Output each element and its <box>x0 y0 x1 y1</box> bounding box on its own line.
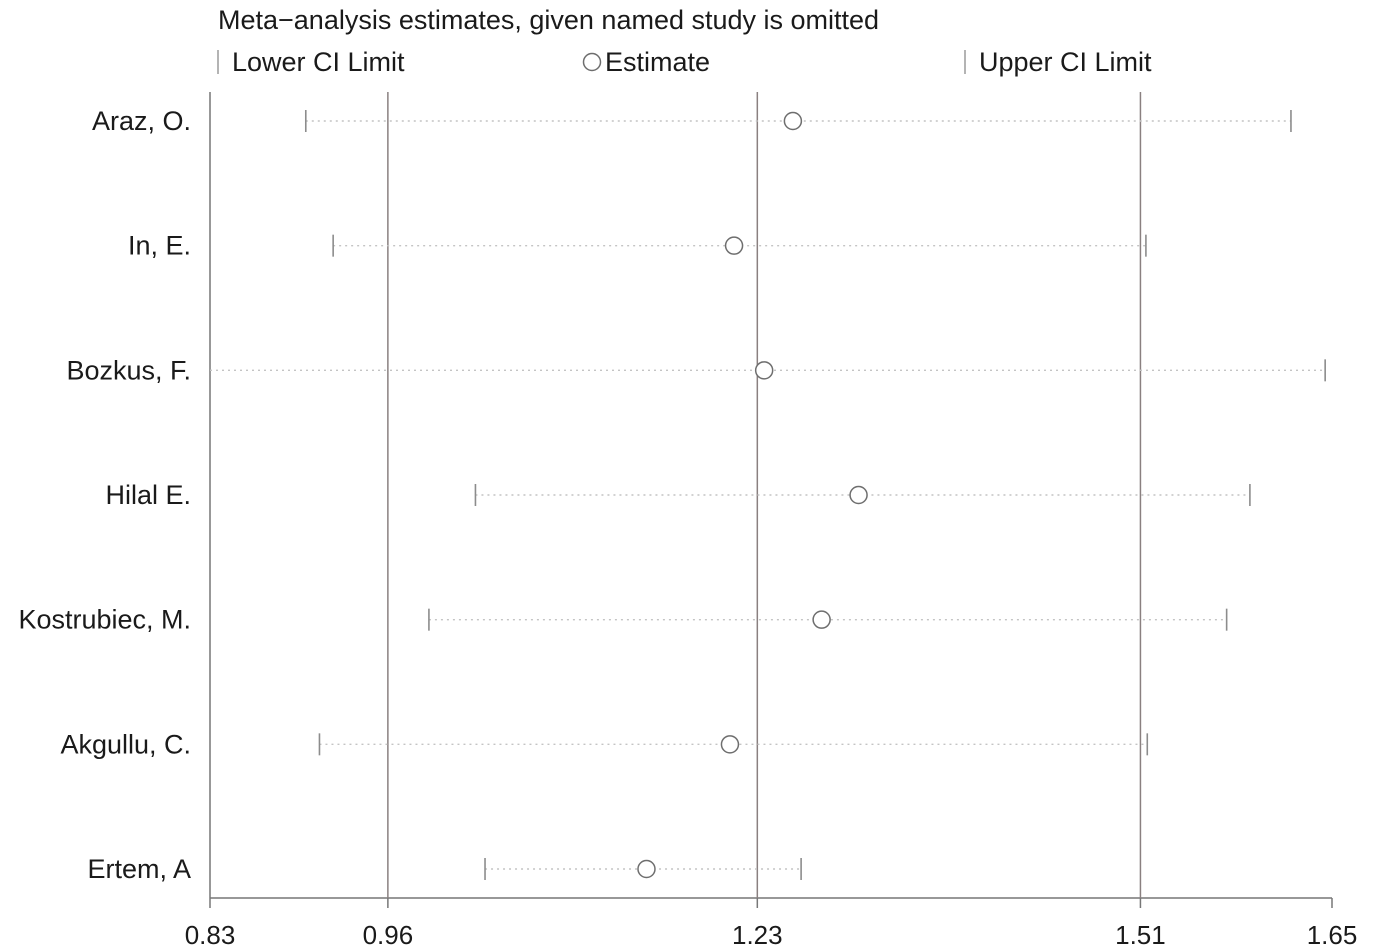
chart-title: Meta−analysis estimates, given named stu… <box>218 5 879 35</box>
study-label: Kostrubiec, M. <box>18 605 191 635</box>
x-axis-ticks: 0.83 0.96 1.23 1.51 1.65 <box>185 898 1358 950</box>
study-row: Ertem, A <box>87 854 802 884</box>
estimate-marker <box>720 735 740 754</box>
study-label: Akgullu, C. <box>60 729 191 759</box>
study-row: Bozkus, F. <box>66 355 1326 385</box>
x-tick-label: 0.96 <box>363 920 414 950</box>
legend-lower-label: Lower CI Limit <box>232 47 405 77</box>
study-label: Bozkus, F. <box>66 355 191 385</box>
x-tick-label: 1.65 <box>1307 920 1358 950</box>
legend-upper-label: Upper CI Limit <box>979 47 1152 77</box>
legend-estimate-marker <box>582 52 602 72</box>
reference-lines <box>387 92 1142 898</box>
study-rows: Araz, O. In, E. Bozkus, F. Hilal E. Kostrubi… <box>18 106 1326 884</box>
study-label: Araz, O. <box>92 106 191 136</box>
study-label: Ertem, A <box>87 854 191 884</box>
estimate-marker <box>724 236 744 255</box>
study-row: In, E. <box>128 231 1147 261</box>
study-label: Hilal E. <box>105 480 191 510</box>
estimate-marker <box>812 610 831 629</box>
x-tick-label: 0.83 <box>185 920 236 950</box>
x-tick-label: 1.51 <box>1115 920 1166 950</box>
legend: Lower CI Limit Estimate Upper CI Limit <box>217 47 1152 77</box>
study-row: Kostrubiec, M. <box>18 605 1228 635</box>
estimate-marker <box>754 361 774 380</box>
study-row: Hilal E. <box>105 480 1251 510</box>
estimate-marker <box>849 485 868 505</box>
estimate-marker <box>637 859 656 879</box>
x-tick-label: 1.23 <box>732 920 783 950</box>
study-row: Akgullu, C. <box>60 729 1149 759</box>
estimate-marker <box>783 111 803 131</box>
legend-estimate-label: Estimate <box>605 47 710 77</box>
study-label: In, E. <box>128 231 191 261</box>
study-row: Araz, O. <box>92 106 1292 136</box>
